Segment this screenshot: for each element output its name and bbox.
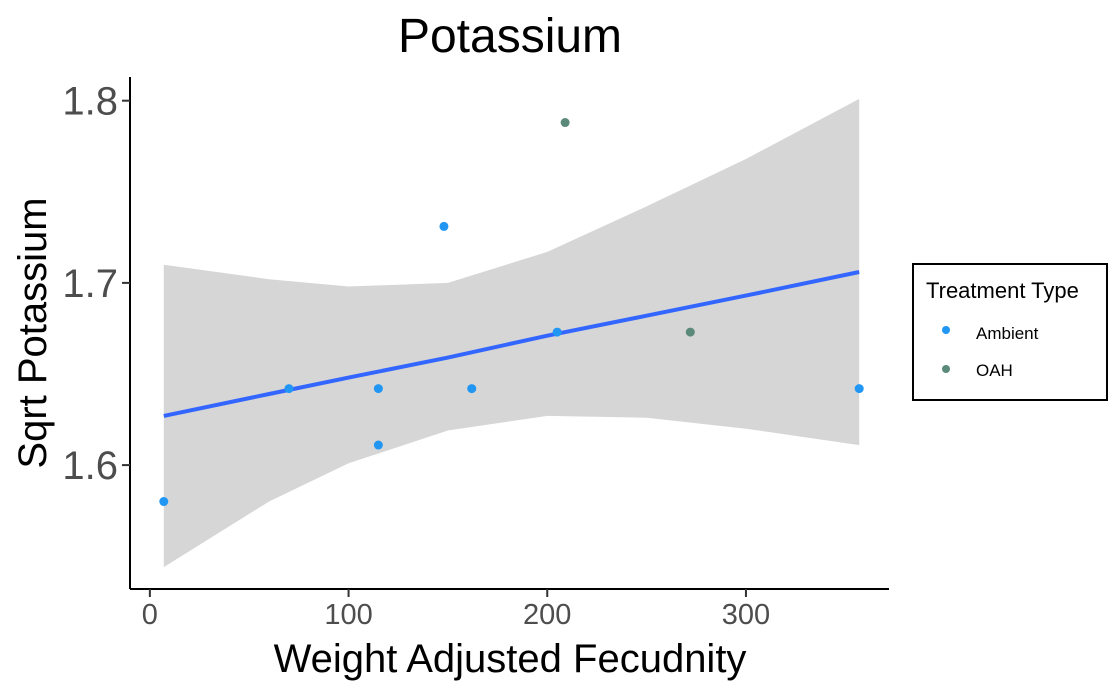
point-ambient-5	[467, 384, 477, 394]
point-oah-0	[560, 118, 570, 128]
point-ambient-0	[159, 497, 169, 507]
point-oah-1	[685, 327, 695, 337]
y-tick-label-1.7: 1.7	[62, 262, 118, 306]
x-axis-title: Weight Adjusted Fecudnity	[274, 637, 747, 681]
x-ticks: 0 100 200 300	[142, 589, 770, 631]
trend-line	[163, 270, 860, 418]
legend: Treatment Type Ambient OAH	[912, 263, 1108, 401]
y-tick-label-1.8: 1.8	[62, 80, 118, 124]
x-tick-label-300: 300	[722, 599, 770, 631]
x-tick-label-100: 100	[324, 599, 372, 631]
point-ambient-4	[439, 221, 449, 231]
point-ambient-6	[552, 327, 562, 337]
legend-label-oah: OAH	[976, 361, 1013, 380]
point-ambient-1	[284, 384, 294, 394]
x-tick-label-200: 200	[523, 599, 571, 631]
legend-title: Treatment Type	[926, 278, 1079, 303]
legend-marker-oah	[942, 365, 950, 373]
legend-marker-ambient	[942, 326, 950, 334]
y-axis-title: Sqrt Potassium	[11, 197, 55, 468]
axes: 0 100 200 300 1.6 1.7 1.8	[62, 77, 889, 631]
legend-label-ambient: Ambient	[976, 324, 1039, 343]
y-tick-label-1.6: 1.6	[62, 444, 118, 488]
point-ambient-7	[854, 384, 864, 394]
point-ambient-3	[373, 440, 383, 450]
plot-area	[159, 98, 864, 568]
confidence-ribbon	[163, 98, 860, 568]
x-tick-label-0: 0	[142, 599, 158, 631]
y-ticks: 1.6 1.7 1.8	[62, 80, 130, 488]
point-ambient-2	[373, 384, 383, 394]
chart-title: Potassium	[398, 10, 622, 63]
data-points	[159, 118, 864, 507]
